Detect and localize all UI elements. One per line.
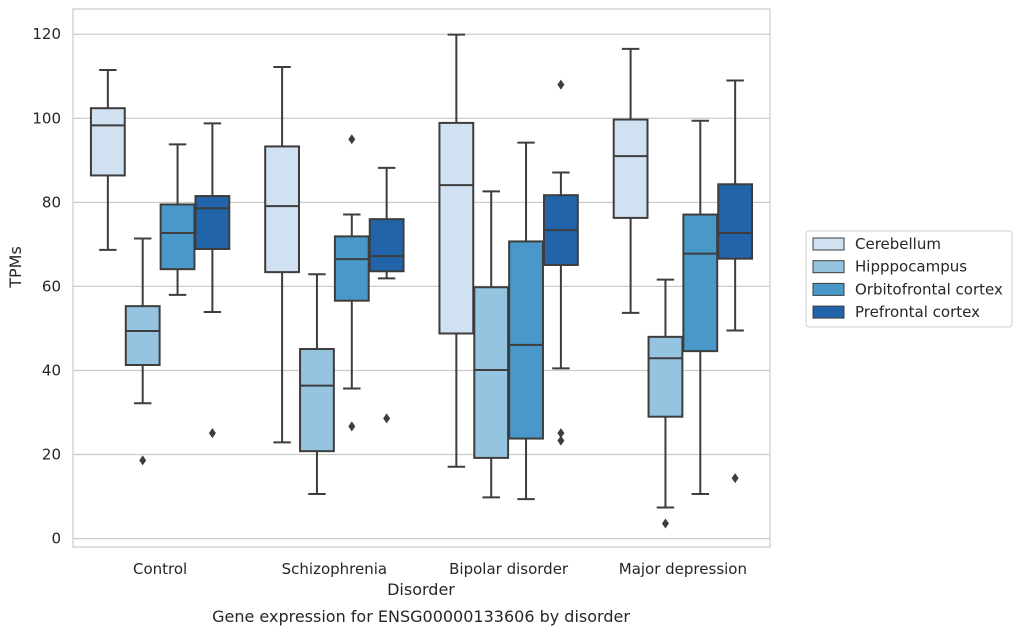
x-axis-title: Disorder <box>387 580 455 599</box>
y-tick-label: 100 <box>32 109 61 127</box>
outlier-point <box>557 435 565 446</box>
box-iqr <box>194 195 231 250</box>
box-hipppocampus <box>299 273 335 496</box>
legend-label: Prefrontal cortex <box>855 303 980 321</box>
x-tick-label: Major depression <box>619 560 747 578</box>
box-iqr <box>647 335 684 418</box>
x-tick-label: Bipolar disorder <box>449 560 569 578</box>
x-tick-labels: Control Schizophrenia Bipolar disorder Majo… <box>133 560 747 578</box>
outlier-point <box>661 518 669 529</box>
legend-swatch <box>812 305 845 319</box>
outlier-point <box>557 79 565 90</box>
box-iqr <box>299 348 335 453</box>
box-cerebellum <box>89 68 126 251</box>
outlier-point <box>348 421 356 432</box>
y-tick-labels: 0 20 40 60 80 100 120 <box>32 25 61 547</box>
y-tick-label: 80 <box>42 193 61 211</box>
legend-label: Orbitofrontal cortex <box>855 280 1003 298</box>
box-iqr <box>717 183 754 260</box>
box-prefrontal-cortex <box>194 122 231 439</box>
legend: Cerebellum Hipppocampus Orbitofrontal cort… <box>805 230 1013 328</box>
legend-swatch <box>812 282 845 296</box>
box-iqr <box>473 286 510 459</box>
box-iqr <box>508 240 544 440</box>
legend-swatch <box>812 237 845 251</box>
box-prefrontal-cortex <box>717 79 754 484</box>
y-tick-label: 20 <box>42 446 61 464</box>
legend-items: Cerebellum Hipppocampus Orbitofrontal cort… <box>812 235 1003 321</box>
legend-frame <box>805 230 1013 328</box>
box-iqr <box>333 235 370 302</box>
box-iqr <box>124 305 161 367</box>
y-tick-label: 60 <box>42 277 61 295</box>
box-iqr <box>89 107 126 177</box>
box-prefrontal-cortex <box>542 79 579 446</box>
box-cerebellum <box>264 66 301 444</box>
box-cerebellum <box>612 47 649 314</box>
x-tick-label: Schizophrenia <box>282 560 387 578</box>
box-iqr <box>438 121 475 335</box>
box-iqr <box>159 203 196 271</box>
box-iqr <box>682 213 719 353</box>
legend-label: Hipppocampus <box>855 258 967 276</box>
y-tick-label: 40 <box>42 361 61 379</box>
box-cerebellum <box>438 33 475 468</box>
box-iqr <box>264 145 301 274</box>
box-hipppocampus <box>647 278 684 529</box>
outlier-point <box>139 455 147 466</box>
outlier-point <box>731 473 739 484</box>
box-orbitofrontal-cortex <box>333 134 370 432</box>
outlier-point <box>383 413 391 424</box>
legend-swatch <box>812 260 845 274</box>
y-tick-label: 120 <box>32 25 61 43</box>
box-orbitofrontal-cortex <box>508 141 544 501</box>
box-series-group <box>89 33 754 529</box>
figure-caption: Gene expression for ENSG00000133606 by d… <box>212 607 630 626</box>
outlier-point <box>348 134 356 145</box>
plot-area-frame <box>72 8 771 548</box>
outlier-point <box>557 428 565 439</box>
box-prefrontal-cortex <box>368 166 405 424</box>
box-orbitofrontal-cortex <box>682 119 719 496</box>
box-hipppocampus <box>124 237 161 466</box>
x-tick-label: Control <box>133 560 187 578</box>
outlier-point <box>208 428 216 439</box>
box-iqr <box>612 118 649 219</box>
grid-lines <box>73 33 770 540</box>
box-orbitofrontal-cortex <box>159 143 196 296</box>
legend-label: Cerebellum <box>855 235 941 253</box>
y-axis-title: TPMs <box>6 246 25 289</box>
y-tick-label: 0 <box>51 530 61 548</box>
box-hipppocampus <box>473 190 510 499</box>
box-iqr <box>368 218 405 273</box>
